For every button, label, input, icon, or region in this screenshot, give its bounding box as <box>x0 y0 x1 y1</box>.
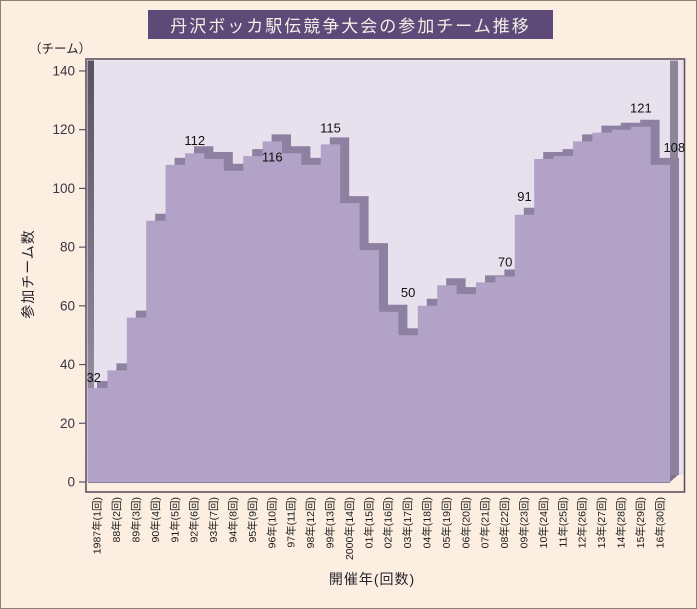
x-category-label-7: 94年(8回) <box>227 497 240 543</box>
x-category-label-6: 93年(7回) <box>207 497 220 543</box>
x-category-label-4: 91年(5回) <box>168 497 181 543</box>
y-tick-label-60: 60 <box>60 298 75 313</box>
y-tick-label-40: 40 <box>60 357 75 372</box>
data-label-115: 115 <box>320 120 341 135</box>
x-category-label-29: 16年(30回) <box>653 497 666 548</box>
x-category-label-20: 07年(21回) <box>479 497 492 548</box>
x-category-label-19: 06年(20回) <box>459 497 472 548</box>
data-label-50: 50 <box>401 285 415 300</box>
y-tick-label-80: 80 <box>60 240 75 255</box>
y-axis-unit-label: （チーム） <box>29 42 92 56</box>
data-label-32: 32 <box>86 370 100 385</box>
y-tick-label-100: 100 <box>52 181 75 196</box>
x-category-label-22: 09年(23回) <box>518 497 531 548</box>
x-category-label-15: 02年(16回) <box>382 497 395 548</box>
chart-left-wall <box>87 60 94 482</box>
x-axis-title: 開催年(回数) <box>328 571 416 587</box>
x-category-label-25: 12年(26回) <box>576 497 589 548</box>
x-category-label-13: 2000年(14回) <box>343 497 356 560</box>
x-category-label-5: 92年(6回) <box>188 497 201 543</box>
x-category-label-27: 14年(28回) <box>615 497 628 548</box>
y-tick-label-140: 140 <box>52 63 75 78</box>
y-tick-label-0: 0 <box>67 475 75 490</box>
x-category-label-3: 90年(4回) <box>149 497 162 543</box>
data-label-112: 112 <box>184 133 205 148</box>
data-label-121: 121 <box>630 101 652 116</box>
x-category-label-0: 1987年(1回) <box>91 497 104 554</box>
x-category-label-16: 03年(17回) <box>401 497 414 548</box>
x-category-label-17: 04年(18回) <box>421 497 434 548</box>
x-category-label-9: 96年(10回) <box>265 497 278 548</box>
x-category-label-10: 97年(11回) <box>285 497 298 548</box>
x-category-label-23: 10年(24回) <box>537 497 550 548</box>
x-category-label-24: 11年(25回) <box>556 497 569 548</box>
x-category-label-18: 05年(19回) <box>440 497 453 548</box>
data-label-91: 91 <box>517 189 531 204</box>
chart-title-banner: 丹沢ボッカ駅伝競争大会の参加チーム推移 <box>148 10 553 39</box>
y-tick-label-20: 20 <box>60 416 75 431</box>
x-category-label-21: 08年(22回) <box>498 497 511 548</box>
plot-frame <box>85 58 686 493</box>
x-category-label-8: 95年(9回) <box>246 497 259 543</box>
x-category-label-26: 13年(27回) <box>595 497 608 548</box>
x-category-label-1: 88年(2回) <box>110 497 123 543</box>
y-axis-title: 参加チーム数 <box>20 229 36 319</box>
data-label-70: 70 <box>498 254 512 269</box>
chart-title: 丹沢ボッカ駅伝競争大会の参加チーム推移 <box>170 17 531 36</box>
x-category-label-14: 01年(15回) <box>362 497 375 548</box>
x-category-label-2: 89年(3回) <box>130 497 143 543</box>
x-category-label-12: 99年(13回) <box>324 497 337 548</box>
x-category-label-11: 98年(12回) <box>304 497 317 548</box>
y-tick-label-120: 120 <box>52 122 75 137</box>
data-label-108: 108 <box>663 140 685 155</box>
data-label-116: 116 <box>262 149 283 164</box>
x-category-label-28: 15年(29回) <box>634 497 647 548</box>
area-series-front <box>88 126 670 482</box>
